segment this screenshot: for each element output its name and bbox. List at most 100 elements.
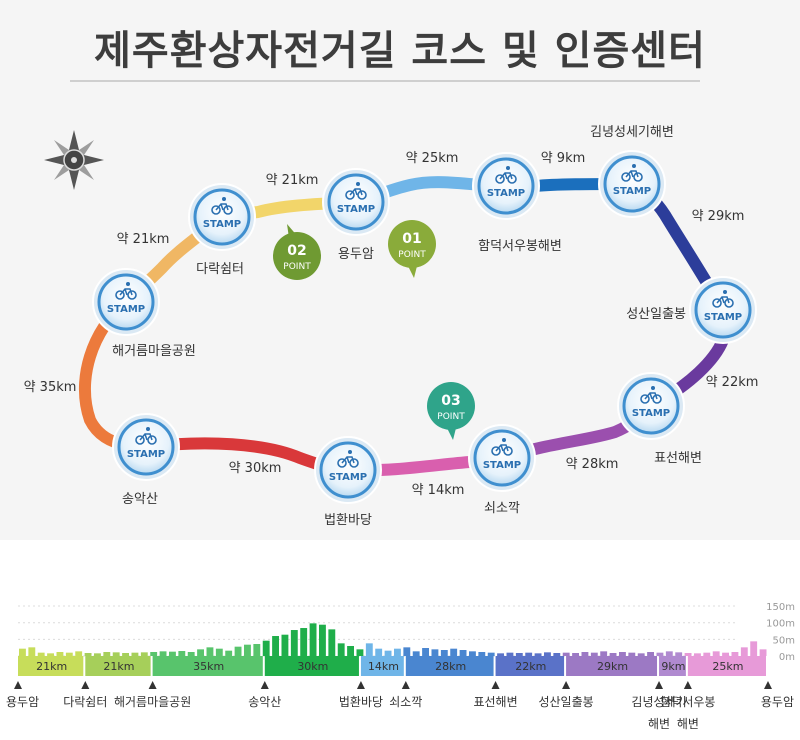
elevation-bar	[37, 652, 45, 656]
distance-band	[360, 656, 404, 676]
elevation-bar	[47, 653, 54, 656]
band-distance-label: 21km	[36, 660, 67, 673]
elevation-bar	[65, 652, 73, 656]
stamp-label: STAMP	[127, 449, 165, 460]
bicycle-icon	[621, 164, 643, 182]
station-marker-triangle	[491, 681, 500, 689]
station-name: 용두암	[338, 247, 374, 262]
stamp-label: STAMP	[483, 460, 521, 471]
y-tick-label: 100m	[766, 619, 795, 630]
station-name: 해거름마을공원	[112, 344, 196, 359]
elevation-bar	[140, 652, 148, 656]
station-marker-triangle	[81, 681, 90, 689]
elevation-bar	[272, 636, 279, 656]
station-marker-triangle	[562, 681, 571, 689]
elevation-bar	[206, 647, 214, 656]
elevation-bars	[19, 623, 767, 656]
station-marker-label: 송악산	[248, 695, 281, 709]
elevation-bar	[94, 653, 101, 656]
point-label: POINT	[398, 250, 426, 260]
elevation-bar	[506, 652, 514, 656]
station-marker-label: 성산일출봉	[538, 695, 593, 709]
elevation-bar	[253, 644, 261, 656]
elevation-profile-chart: 150m 100m 50m 0m 21km 21km 35km 30km 14km 28km 22…	[0, 540, 800, 740]
band-distance-label: 14km	[368, 660, 399, 673]
bicycle-icon	[495, 166, 517, 184]
elevation-bar	[740, 647, 748, 656]
elevation-bar	[169, 651, 176, 656]
elevation-bar	[694, 653, 701, 656]
segment-distance-label: 약 9km	[541, 151, 586, 166]
bicycle-icon	[712, 290, 734, 308]
bicycle-icon	[640, 386, 662, 404]
station-name: 표선해변	[654, 451, 702, 466]
distance-band	[152, 656, 263, 676]
station-name: 법환바당	[324, 513, 372, 528]
stamp-label: STAMP	[487, 188, 525, 199]
elevation-bar	[56, 652, 64, 656]
elevation-bar	[103, 652, 111, 656]
point-label: POINT	[437, 412, 465, 422]
elevation-bar	[703, 652, 711, 656]
elevation-bar	[759, 649, 767, 656]
stamp-label: STAMP	[704, 312, 742, 323]
bicycle-icon	[211, 197, 233, 215]
station-marker-triangle	[764, 681, 772, 689]
elevation-bar	[375, 648, 383, 656]
station-name: 성산일출봉	[626, 307, 686, 322]
station-marker-label: 표선해변	[473, 695, 517, 709]
elevation-bar	[84, 653, 92, 656]
elevation-bar	[478, 652, 486, 656]
stamp-station: STAMP	[468, 424, 536, 492]
elevation-bar	[544, 652, 551, 656]
station-marker-label: 법환바당	[339, 695, 383, 709]
point-label: POINT	[283, 262, 311, 272]
band-distance-label: 29km	[597, 660, 628, 673]
band-distance-label: 28km	[435, 660, 466, 673]
station-marker-label-line2: 해변	[677, 717, 699, 731]
bicycle-icon	[135, 427, 157, 445]
stamp-station: STAMP	[617, 372, 685, 440]
distance-band	[687, 656, 766, 676]
station-marker-triangle	[148, 681, 157, 689]
elevation-bar	[609, 653, 617, 656]
elevation-bar	[412, 651, 420, 656]
elevation-bar	[19, 648, 26, 656]
stamp-label: STAMP	[107, 304, 145, 315]
station-marker-label: 용두암	[761, 695, 794, 709]
elevation-bar	[553, 653, 561, 656]
point-number: 01	[402, 231, 421, 247]
segment-distance-label: 약 21km	[266, 173, 319, 188]
elevation-bar	[750, 641, 758, 656]
elevation-bar	[337, 643, 345, 656]
elevation-bar	[309, 623, 317, 656]
elevation-bar	[234, 646, 242, 656]
stamp-station: STAMP	[92, 268, 160, 336]
elevation-bar	[150, 652, 158, 656]
elevation-bar	[712, 651, 720, 656]
stamp-label: STAMP	[337, 204, 375, 215]
stamp-station: STAMP	[598, 150, 666, 218]
band-distance-label: 21km	[103, 660, 134, 673]
station-marker-label: 용두암	[6, 695, 39, 709]
elevation-bar	[347, 646, 354, 656]
elevation-bar	[722, 652, 729, 656]
elevation-bar	[647, 652, 654, 656]
segment-distance-label: 약 21km	[117, 232, 170, 247]
segment-distance-label: 약 22km	[706, 375, 759, 390]
elevation-bar	[440, 650, 448, 656]
title-underline	[70, 80, 700, 82]
bicycle-icon	[115, 282, 137, 300]
y-tick-label: 150m	[766, 602, 795, 613]
segment-distance-label: 약 30km	[229, 461, 282, 476]
elevation-bar	[431, 649, 439, 656]
elevation-bar	[497, 653, 504, 656]
course-map: 01 POINT 02 POINT 03 POINT 약 21km 약 21km 약 35km…	[24, 125, 759, 528]
station-marker-triangle	[14, 681, 22, 689]
station-name: 다락쉼터	[196, 262, 244, 277]
elevation-bar	[572, 653, 579, 656]
elevation-bar	[731, 652, 739, 656]
elevation-bar	[28, 647, 36, 656]
band-distance-label: 9km	[661, 660, 685, 673]
